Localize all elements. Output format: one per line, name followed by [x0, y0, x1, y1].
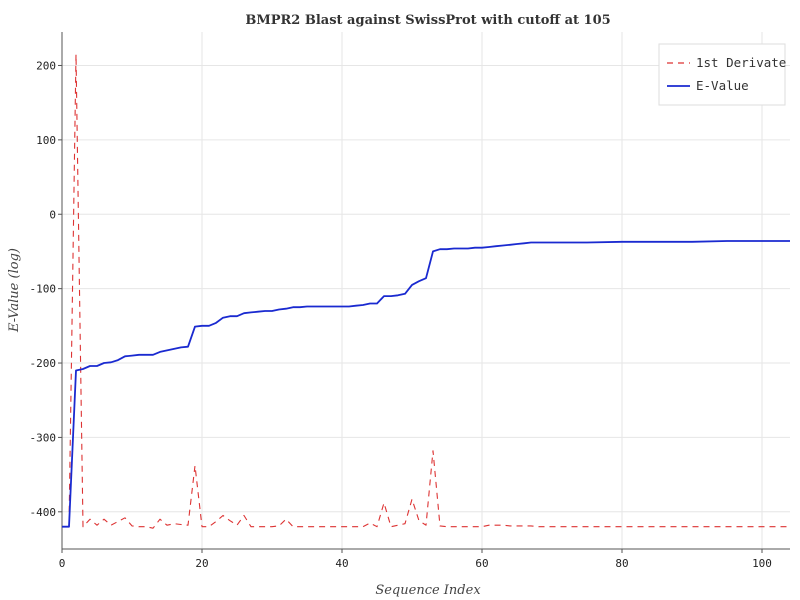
x-tick-label: 20 — [195, 557, 208, 570]
x-axis-label: Sequence Index — [375, 583, 481, 598]
y-tick-label: -100 — [30, 283, 57, 296]
y-tick-label: -300 — [30, 431, 57, 444]
y-tick-label: 0 — [49, 208, 56, 221]
x-tick-label: 40 — [335, 557, 348, 570]
legend-label-1st-derivate: 1st Derivate — [696, 55, 786, 70]
legend: 1st Derivate E-Value — [658, 43, 786, 106]
y-axis-ticks: -400 -300 -200 -100 0 100 200 — [30, 59, 62, 519]
x-tick-label: 0 — [59, 557, 66, 570]
y-tick-label: 100 — [36, 134, 56, 147]
series-line-e-value — [62, 240, 790, 528]
y-axis-label: E-Value (log) — [7, 248, 22, 333]
y-tick-label: -400 — [30, 506, 57, 519]
series-line-1st-derivate — [62, 53, 790, 529]
chart-title: BMPR2 Blast against SwissProt with cutof… — [245, 13, 610, 28]
y-tick-label: 200 — [36, 59, 56, 72]
legend-label-e-value: E-Value — [696, 78, 749, 93]
x-tick-label: 60 — [475, 557, 488, 570]
legend-box — [658, 43, 786, 106]
grid — [61, 32, 790, 549]
series-lines — [62, 53, 790, 529]
axes — [61, 32, 790, 550]
x-tick-label: 80 — [615, 557, 628, 570]
x-axis-ticks: 0 20 40 60 80 100 — [59, 549, 772, 570]
y-tick-label: -200 — [30, 357, 57, 370]
x-tick-label: 100 — [752, 557, 772, 570]
